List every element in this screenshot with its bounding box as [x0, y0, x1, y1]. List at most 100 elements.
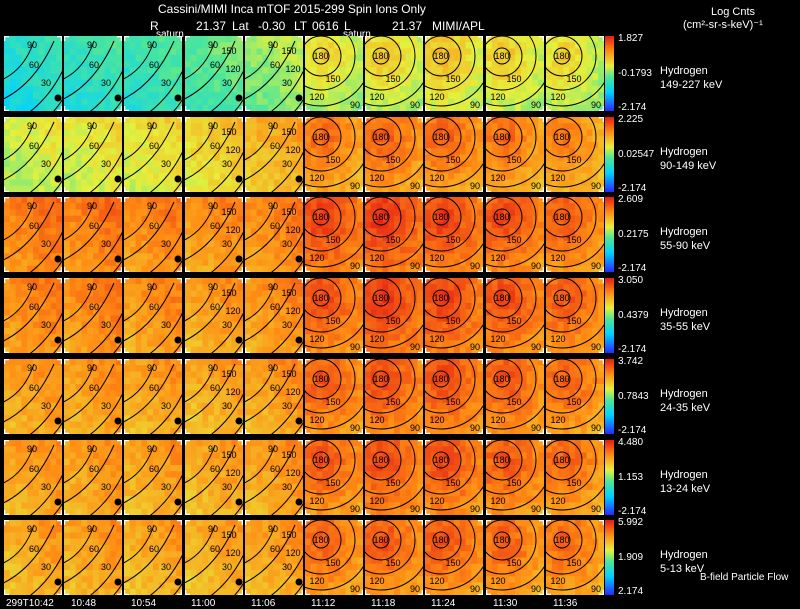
heatmap-cell — [87, 147, 94, 155]
heatmap-cell — [262, 296, 269, 304]
heatmap-cell — [50, 247, 57, 255]
heatmap-cell — [190, 166, 197, 174]
heatmap-cell — [514, 61, 521, 68]
heatmap-cell — [436, 228, 444, 236]
heatmap-cell — [568, 154, 576, 162]
heatmap-cell — [520, 166, 527, 174]
heatmap-cell — [130, 61, 137, 68]
heatmap-cell — [50, 321, 57, 329]
heatmap-cell — [334, 172, 341, 180]
heatmap-cell — [339, 241, 347, 248]
heatmap-cell — [296, 61, 303, 68]
heatmap-cell — [225, 290, 232, 298]
heatmap-cell — [460, 116, 467, 124]
heatmap-cell — [244, 122, 252, 130]
heatmap-cell — [104, 346, 112, 354]
heatmap-cell — [351, 259, 358, 267]
contour-line — [90, 151, 123, 192]
contour-line — [90, 232, 123, 273]
heatmap-cell — [130, 228, 137, 236]
heatmap-cell — [104, 234, 112, 242]
heatmap-cell — [502, 179, 510, 187]
heatmap-cell — [345, 321, 352, 329]
heatmap-cell — [411, 179, 418, 187]
heatmap-cell — [15, 104, 22, 111]
heatmap-cell — [436, 160, 444, 168]
heatmap-cell — [279, 315, 286, 323]
heatmap-cell — [316, 346, 323, 354]
heatmap-cell — [460, 147, 467, 155]
heatmap-cell — [147, 290, 154, 298]
heatmap-cell — [568, 166, 576, 174]
spectrogram-panel: 90 60 30 — [4, 36, 62, 111]
heatmap-cell — [4, 54, 11, 62]
heatmap-cell — [357, 179, 363, 187]
heatmap-cell — [56, 328, 62, 335]
heatmap-cell — [345, 315, 352, 323]
heatmap-cell — [537, 203, 544, 211]
heatmap-cell — [110, 141, 117, 149]
heatmap-cell — [38, 234, 46, 242]
contour-label: 30 — [282, 159, 292, 169]
heatmap-cell — [334, 346, 341, 354]
heatmap-cell — [497, 234, 504, 242]
heatmap-cell — [164, 86, 172, 93]
heatmap-cell — [184, 346, 191, 354]
heatmap-cell — [339, 147, 347, 155]
heatmap-cell — [50, 104, 57, 111]
heatmap-cell — [110, 197, 117, 205]
heatmap-cell — [586, 98, 593, 106]
heatmap-cell — [526, 67, 533, 75]
heatmap-cell — [351, 79, 358, 87]
heatmap-cell — [104, 179, 112, 187]
heatmap-cell — [130, 147, 137, 155]
heatmap-cell — [431, 36, 438, 43]
heatmap-cell — [296, 129, 303, 137]
heatmap-cell — [27, 228, 34, 236]
heatmap-cell — [357, 54, 363, 62]
heatmap-cell — [279, 346, 286, 354]
heatmap-cell — [170, 122, 178, 130]
heatmap-cell — [477, 86, 484, 93]
heatmap-cell — [574, 253, 582, 261]
heatmap-cell — [491, 203, 498, 211]
heatmap-cell — [27, 321, 34, 329]
heatmap-cell — [250, 328, 257, 335]
heatmap-cell — [357, 284, 363, 292]
heatmap-cell — [219, 328, 226, 335]
heatmap-cell — [50, 141, 57, 149]
heatmap-cell — [116, 303, 123, 310]
heatmap-cell — [537, 98, 544, 106]
heatmap-cell — [230, 259, 238, 267]
heatmap-cell — [310, 296, 318, 304]
heatmap-cell — [38, 179, 46, 187]
heatmap-cell — [436, 42, 444, 50]
heatmap-cell — [141, 259, 149, 267]
heatmap-cell — [328, 334, 335, 342]
heatmap-cell — [4, 48, 11, 56]
heatmap-cell — [551, 61, 558, 68]
heatmap-cell — [147, 166, 154, 174]
heatmap-cell — [9, 79, 17, 87]
heatmap-cell — [273, 160, 281, 168]
heatmap-cell — [551, 228, 558, 236]
heatmap-cell — [69, 98, 77, 106]
contour-line — [233, 260, 243, 273]
heatmap-cell — [176, 266, 183, 273]
contour-label: 120 — [550, 92, 565, 102]
spectrogram-panel: 180 150 120 90 — [485, 36, 544, 111]
heatmap-cell — [225, 278, 232, 285]
heatmap-cell — [574, 154, 582, 162]
heatmap-cell — [322, 54, 329, 62]
contour-label: 150 — [281, 127, 296, 137]
heatmap-cell — [405, 67, 413, 75]
heatmap-cell — [399, 92, 407, 100]
heatmap-cell — [454, 73, 461, 81]
heatmap-cell — [382, 185, 389, 192]
heatmap-cell — [334, 67, 341, 75]
heatmap-cell — [388, 141, 395, 149]
heatmap-cell — [21, 92, 28, 100]
heatmap-cell — [316, 309, 323, 317]
heatmap-cell — [291, 290, 298, 298]
